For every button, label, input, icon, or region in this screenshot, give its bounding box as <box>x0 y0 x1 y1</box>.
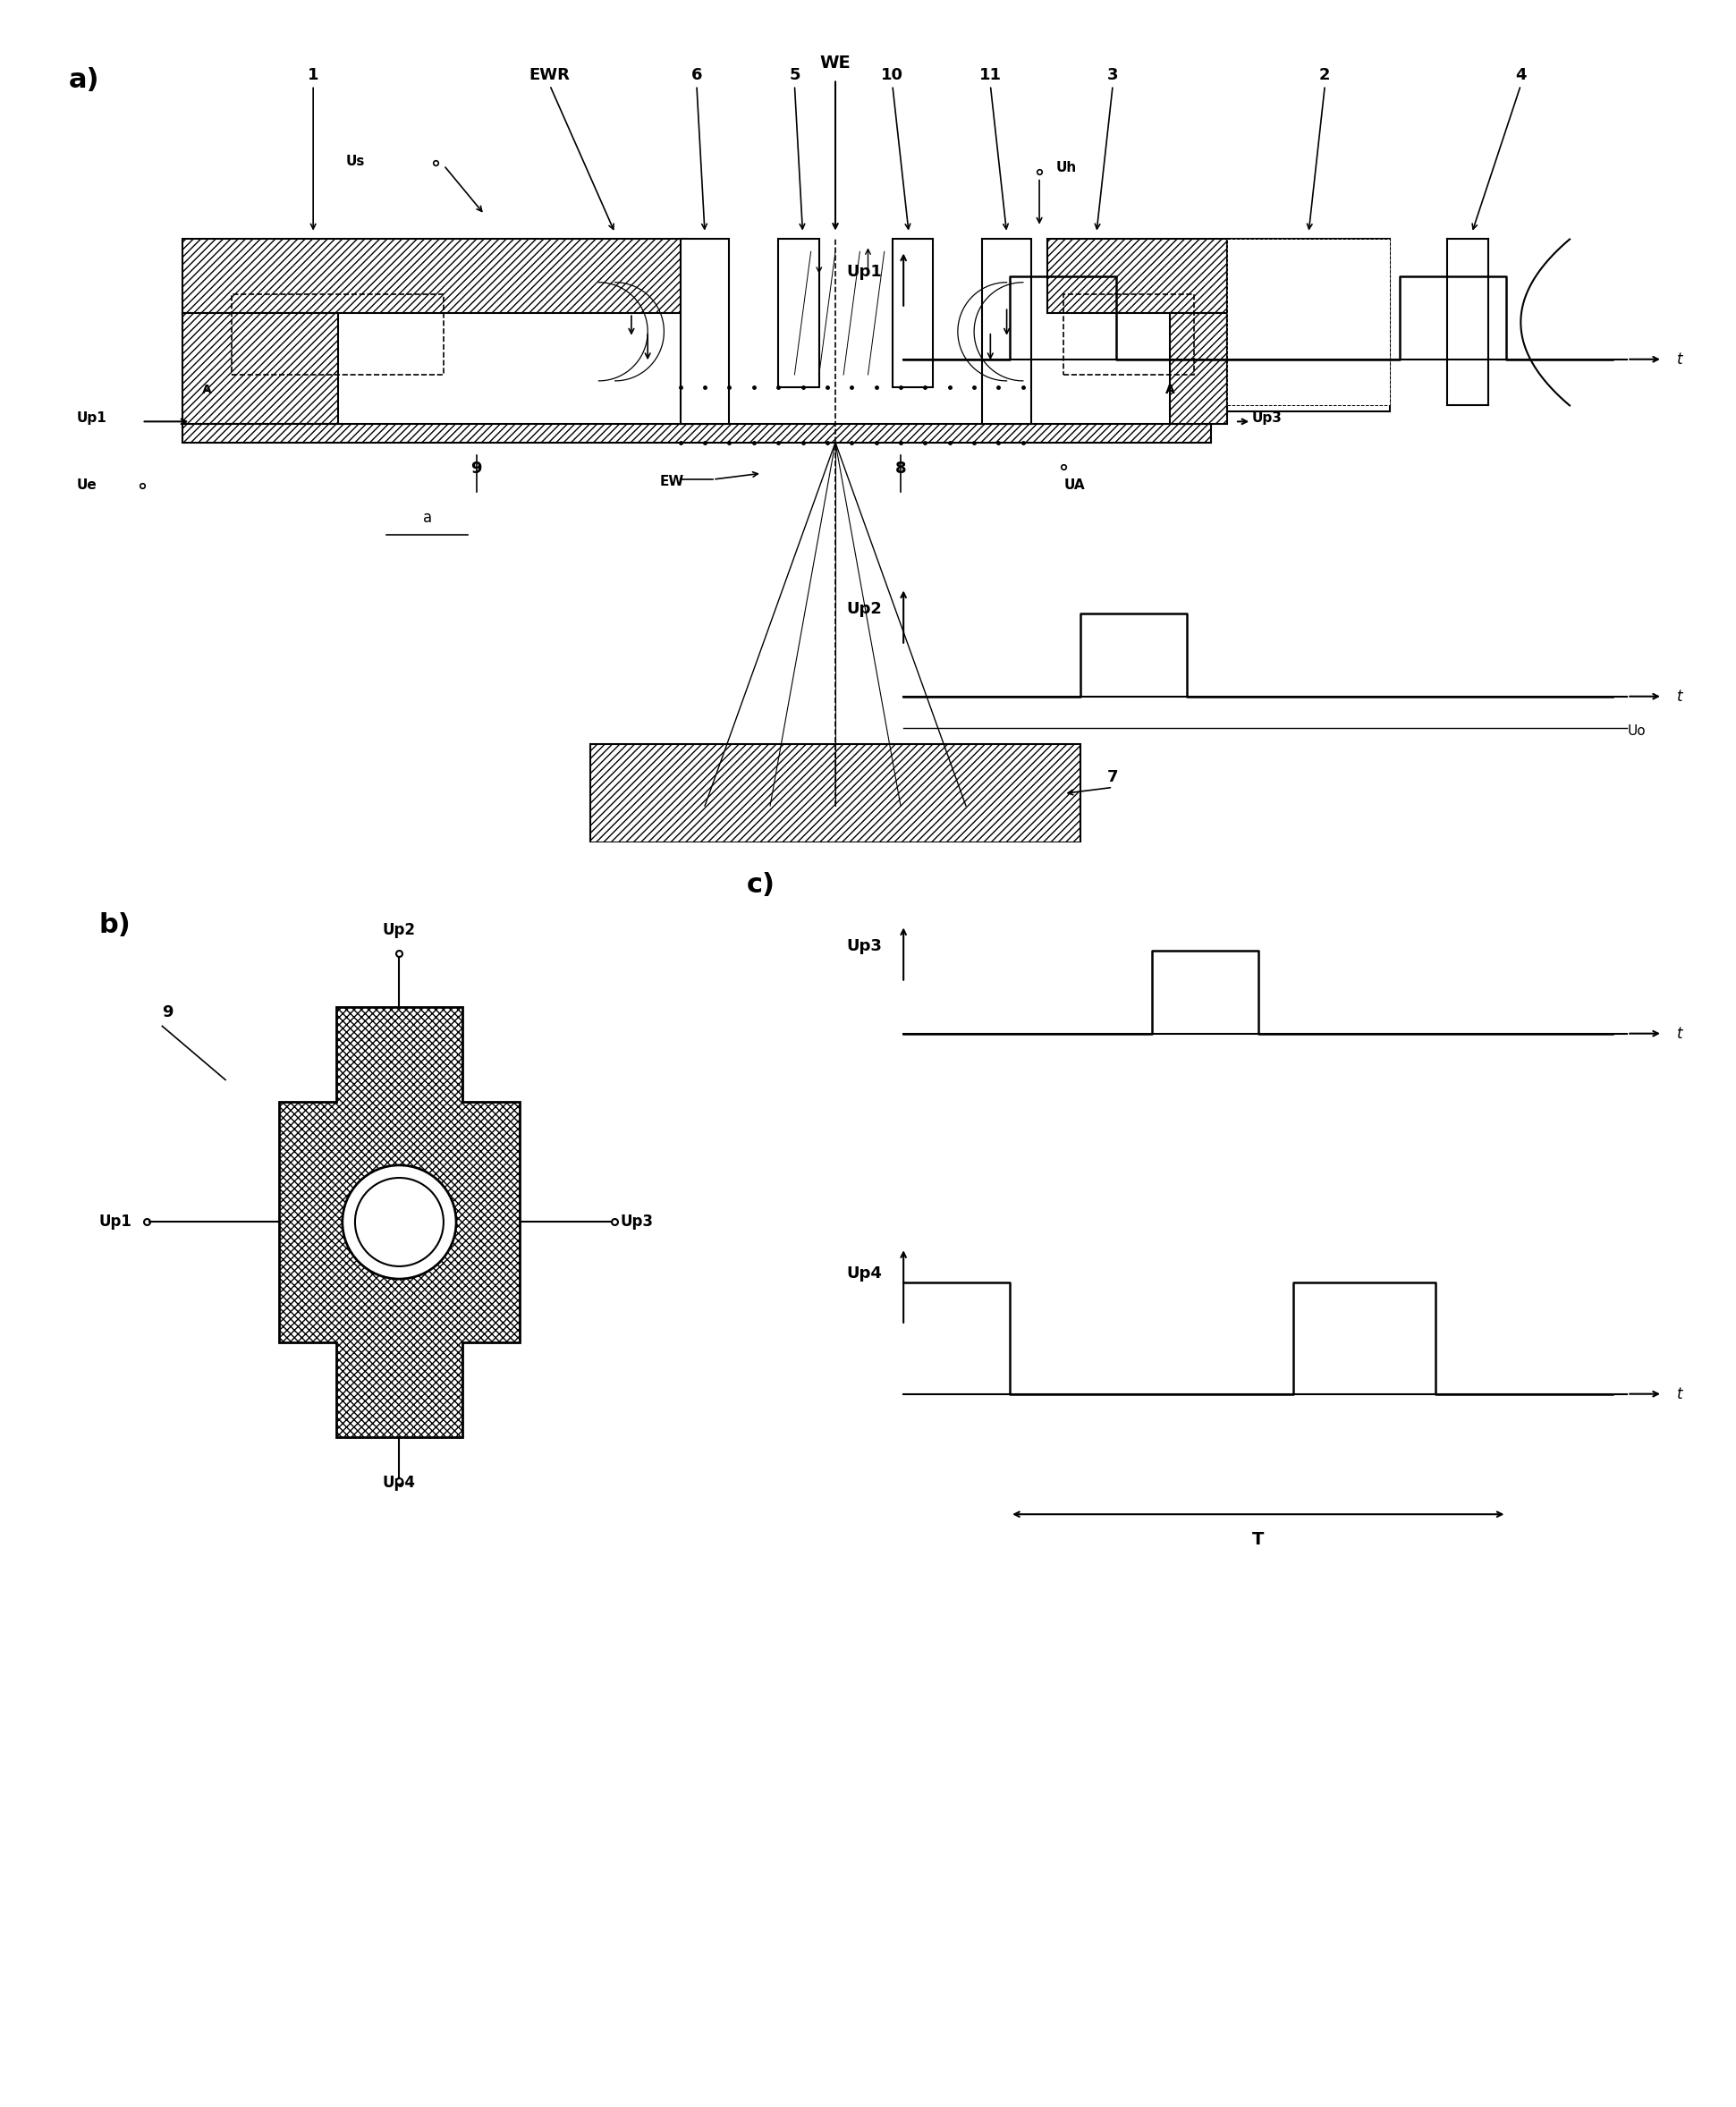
Text: Uo: Uo <box>1627 725 1646 737</box>
Text: c): c) <box>746 872 774 898</box>
Bar <box>1227 240 1391 411</box>
Text: a): a) <box>68 67 99 93</box>
Text: 9: 9 <box>161 1005 174 1020</box>
Bar <box>1064 295 1194 375</box>
Text: 2: 2 <box>1319 67 1330 82</box>
Bar <box>892 240 934 388</box>
Text: A: A <box>1165 383 1175 396</box>
Text: t: t <box>1677 352 1682 367</box>
Text: Up3: Up3 <box>1252 411 1281 424</box>
Bar <box>182 424 1210 442</box>
Text: Up4: Up4 <box>847 1264 882 1281</box>
Text: A: A <box>203 383 212 396</box>
Bar <box>231 295 444 375</box>
Text: 1: 1 <box>307 67 319 82</box>
Text: Up4: Up4 <box>382 1475 417 1492</box>
Text: T: T <box>1252 1532 1264 1549</box>
Text: Us: Us <box>345 154 365 169</box>
Text: 9: 9 <box>470 461 483 476</box>
Text: UA: UA <box>1064 478 1085 493</box>
Text: EW: EW <box>660 474 684 489</box>
Text: Up3: Up3 <box>847 938 882 954</box>
Text: a: a <box>424 510 432 527</box>
Text: 11: 11 <box>979 67 1002 82</box>
Text: Up1: Up1 <box>76 411 106 424</box>
Text: WE: WE <box>819 55 851 72</box>
Text: 10: 10 <box>882 67 904 82</box>
Text: Ue: Ue <box>76 478 97 493</box>
Text: 6: 6 <box>691 67 703 82</box>
Text: Uh: Uh <box>1055 160 1076 175</box>
Text: 7: 7 <box>1108 769 1118 784</box>
Text: Up1: Up1 <box>847 263 882 280</box>
Bar <box>590 744 1080 843</box>
Text: t: t <box>1677 1386 1682 1401</box>
Text: Up2: Up2 <box>847 600 882 617</box>
Circle shape <box>342 1165 457 1279</box>
Bar <box>182 240 689 314</box>
Text: t: t <box>1677 689 1682 704</box>
Text: 4: 4 <box>1516 67 1526 82</box>
Polygon shape <box>279 1007 519 1437</box>
Text: 5: 5 <box>788 67 800 82</box>
Circle shape <box>356 1178 443 1266</box>
Text: b): b) <box>99 912 130 938</box>
Bar <box>681 240 729 424</box>
Bar <box>1227 240 1391 405</box>
Bar <box>1170 314 1227 424</box>
Text: Up1: Up1 <box>99 1214 132 1230</box>
Bar <box>778 240 819 388</box>
Text: Up2: Up2 <box>382 923 417 938</box>
Text: 8: 8 <box>896 461 906 476</box>
Text: EWR: EWR <box>529 67 571 82</box>
Bar <box>1047 240 1227 314</box>
Text: 3: 3 <box>1108 67 1118 82</box>
Text: Up3: Up3 <box>620 1214 654 1230</box>
Bar <box>182 314 337 424</box>
Text: t: t <box>1677 1026 1682 1041</box>
Bar <box>983 240 1031 424</box>
